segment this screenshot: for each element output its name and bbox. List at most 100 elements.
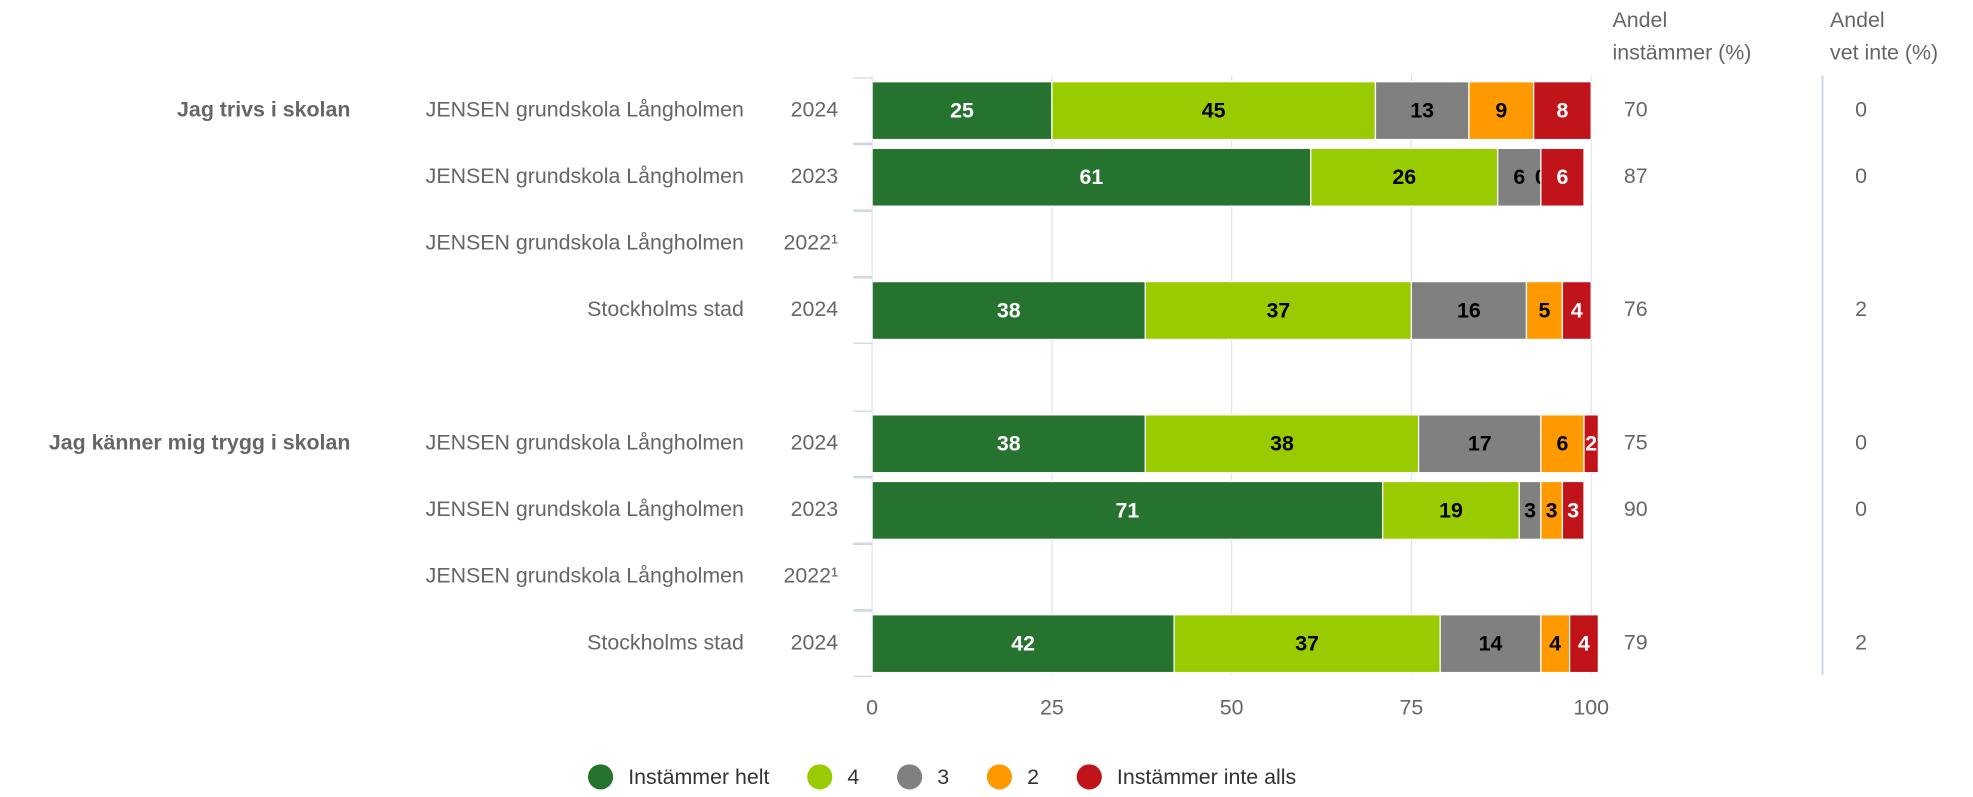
bar-label: 71 — [1115, 498, 1139, 522]
year-label: 2024 — [791, 97, 839, 121]
column-value: 79 — [1624, 630, 1648, 654]
bar-segment — [1497, 147, 1542, 207]
legend-marker — [1076, 764, 1102, 790]
bar-segment — [871, 414, 1146, 474]
bar-segment — [871, 81, 1053, 141]
bar-segment — [1417, 414, 1542, 474]
bar-label: 45 — [1202, 99, 1226, 123]
bar-label: 14 — [1479, 632, 1503, 656]
column-value: 70 — [1624, 97, 1648, 121]
x-tick-label: 75 — [1400, 696, 1424, 720]
x-tick-label: 25 — [1040, 696, 1064, 720]
school-label: JENSEN grundskola Långholmen — [426, 231, 744, 255]
bar-label: 17 — [1468, 432, 1492, 456]
bar-segment — [1533, 81, 1592, 141]
bar-segment — [1144, 280, 1413, 341]
x-tick-label: 50 — [1220, 696, 1244, 720]
school-label: JENSEN grundskola Långholmen — [426, 497, 744, 521]
bar-label: 4 — [1549, 632, 1561, 656]
bar-segment — [1051, 81, 1377, 141]
bar-label: 42 — [1011, 632, 1035, 656]
column-value: 0 — [1855, 430, 1867, 454]
column-title: instämmer (%) — [1613, 41, 1752, 65]
bar-label: 38 — [1270, 432, 1294, 456]
school-label: JENSEN grundskola Långholmen — [426, 97, 744, 121]
bar-segment — [1561, 280, 1592, 341]
bar-segment — [1468, 81, 1535, 141]
column-value: 75 — [1624, 430, 1648, 454]
bar-label: 25 — [950, 99, 974, 123]
year-label: 2024 — [791, 430, 839, 454]
column-value: 0 — [1855, 497, 1867, 521]
school-label: Stockholms stad — [587, 630, 744, 654]
bar-segment — [871, 147, 1312, 207]
bar-label: 6 — [1556, 165, 1568, 189]
bar-segment — [1382, 480, 1520, 540]
bar-label: 8 — [1556, 99, 1568, 123]
column-title: Andel — [1830, 8, 1885, 32]
column-title: Andel — [1613, 8, 1668, 32]
year-label: 2023 — [791, 164, 839, 188]
school-label: JENSEN grundskola Långholmen — [426, 564, 744, 588]
bar-label: 19 — [1439, 498, 1463, 522]
year-label: 2024 — [791, 297, 839, 321]
column-value: 87 — [1624, 164, 1648, 188]
bar-segment — [1583, 414, 1600, 474]
year-label: 2023 — [791, 497, 839, 521]
bar-segment — [1410, 280, 1528, 341]
bar-label: 3 — [1524, 498, 1536, 522]
bar-label: 3 — [1546, 498, 1558, 522]
bar-segment — [1374, 81, 1470, 141]
bar-label: 6 — [1556, 432, 1568, 456]
year-label: 2024 — [791, 630, 839, 654]
column-value: 0 — [1855, 97, 1867, 121]
legend-marker — [587, 764, 614, 790]
bar-segment — [1173, 614, 1441, 674]
school-label: Stockholms stad — [587, 297, 744, 321]
bar-segment — [871, 480, 1384, 540]
legend-label: Instämmer helt — [628, 765, 769, 789]
legend-marker — [807, 764, 833, 790]
legend-marker — [897, 764, 923, 790]
bar-label: 6 — [1513, 165, 1525, 189]
legend-label: Instämmer inte alls — [1117, 765, 1296, 789]
column-value: 76 — [1624, 297, 1648, 321]
legend-marker — [986, 764, 1013, 790]
year-label: 2022¹ — [784, 231, 839, 255]
bar-segment — [1310, 147, 1499, 207]
bar-label: 4 — [1578, 632, 1590, 656]
bar-segment — [1439, 614, 1542, 674]
column-value: 2 — [1855, 297, 1867, 321]
bar-segment — [1144, 414, 1420, 474]
bar-label: 4 — [1571, 298, 1583, 322]
bar-segment — [1561, 480, 1585, 540]
bar-segment — [1540, 414, 1585, 474]
bar-label: 9 — [1495, 99, 1507, 123]
bar-label: 16 — [1457, 298, 1481, 322]
bar-label: 3 — [1567, 498, 1579, 522]
legend-label: 3 — [937, 765, 949, 789]
x-tick-label: 0 — [866, 696, 878, 720]
bar-label: 37 — [1295, 632, 1319, 656]
bar-label: 38 — [997, 298, 1021, 322]
bar-label: 2 — [1585, 432, 1597, 456]
bar-label: 37 — [1267, 298, 1291, 322]
bar-segment — [1540, 147, 1585, 207]
group-label: Jag känner mig trygg i skolan — [49, 430, 351, 454]
bar-segment — [1568, 614, 1600, 674]
bar-label: 5 — [1538, 298, 1550, 322]
bar-label: 38 — [997, 432, 1021, 456]
bar-segment — [871, 614, 1175, 674]
bar-label: 61 — [1080, 165, 1104, 189]
column-value: 2 — [1855, 630, 1867, 654]
school-label: JENSEN grundskola Långholmen — [426, 430, 744, 454]
x-tick-label: 100 — [1573, 696, 1609, 720]
year-label: 2022¹ — [784, 564, 839, 588]
group-label: Jag trivs i skolan — [177, 97, 350, 121]
column-title: vet inte (%) — [1830, 41, 1938, 65]
column-value: 90 — [1624, 497, 1648, 521]
bar-label: 13 — [1410, 99, 1434, 123]
legend-label: 2 — [1027, 765, 1039, 789]
bar-label: 26 — [1392, 165, 1416, 189]
